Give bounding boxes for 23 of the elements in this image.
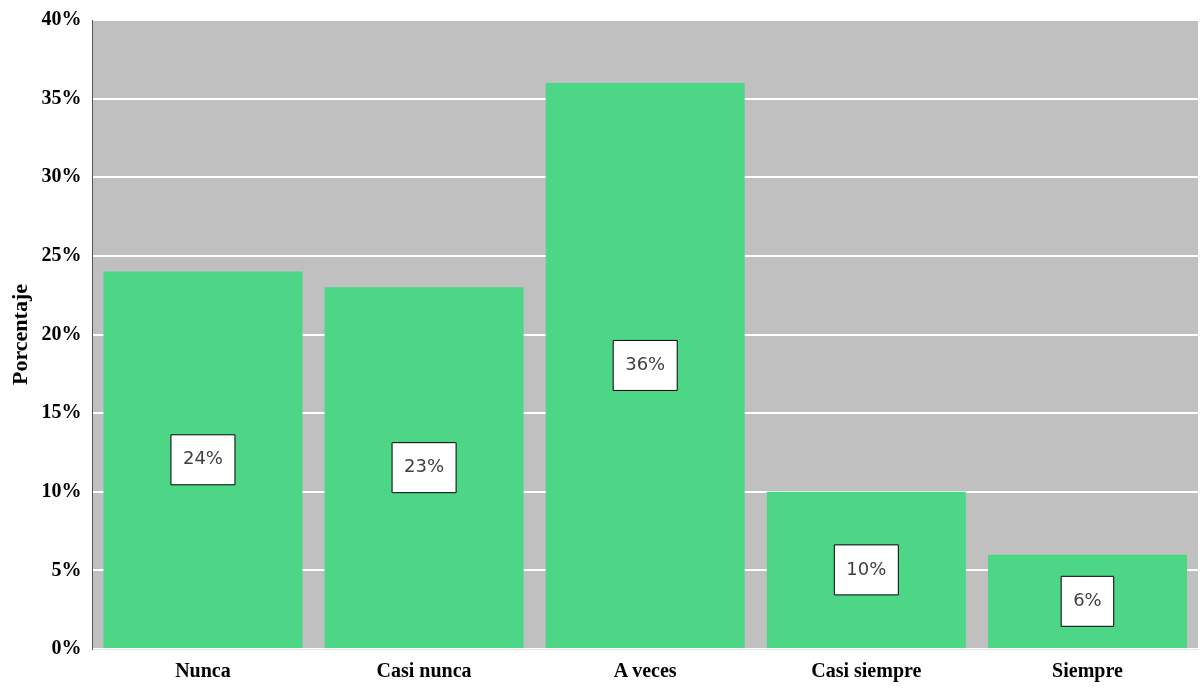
y-axis-title: Porcentaje [6, 283, 32, 385]
y-tick-label: 40% [41, 7, 82, 30]
bar [324, 287, 524, 648]
y-tick-label: 35% [41, 85, 82, 108]
x-tick-label: Nunca [175, 659, 231, 682]
data-label: 10% [846, 557, 887, 579]
x-tick-label: Siempre [1052, 659, 1123, 683]
x-tick-label: Casi nunca [376, 659, 472, 682]
y-tick-label: 30% [41, 164, 82, 187]
y-tick-label: 15% [41, 400, 82, 423]
y-tick-label: 20% [41, 321, 82, 344]
bar [545, 82, 745, 648]
x-tick-label: Casi siempre [811, 659, 922, 683]
data-label: 36% [625, 353, 666, 375]
data-label: 23% [404, 455, 445, 477]
x-tick-label: A veces [613, 659, 677, 682]
bar [103, 271, 303, 648]
data-label: 6% [1073, 589, 1102, 610]
y-tick-label: 0% [51, 636, 82, 659]
data-label: 24% [182, 447, 223, 469]
y-tick-label: 25% [41, 243, 82, 266]
y-tick-label: 10% [41, 478, 82, 501]
y-tick-label: 5% [51, 557, 82, 580]
